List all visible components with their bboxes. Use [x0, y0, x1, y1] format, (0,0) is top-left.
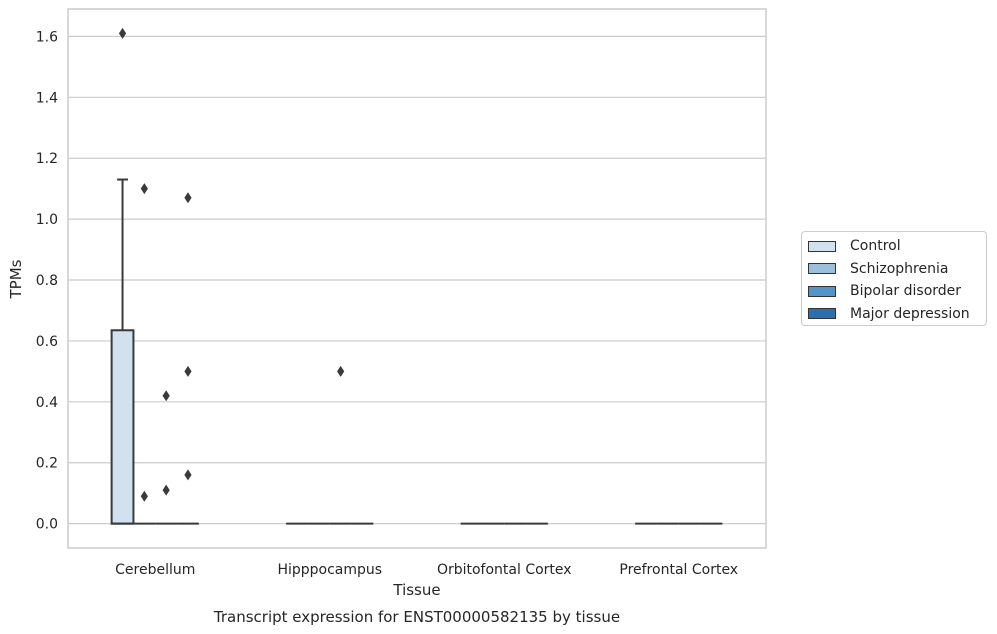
y-axis-label: TPMs: [7, 259, 25, 299]
outlier-point: [337, 365, 345, 377]
y-tick-label: 1.2: [36, 151, 58, 167]
outlier-point: [184, 469, 192, 481]
outlier-point: [184, 192, 192, 204]
box-series: [110, 27, 723, 525]
legend: Control Schizophrenia Bipolar disorder M…: [801, 231, 987, 326]
y-tick-label: 0.8: [36, 273, 58, 289]
chart-title: Transcript expression for ENST0000058213…: [213, 608, 620, 626]
y-axis-ticks: 0.0 0.2 0.4 0.6 0.8 1.0 1.2 1.4 1.6: [36, 29, 58, 532]
legend-swatch: [808, 285, 836, 297]
legend-label: Schizophrenia: [850, 260, 949, 277]
legend-swatch: [808, 263, 836, 275]
y-tick-label: 0.6: [36, 334, 58, 350]
outlier-point: [140, 183, 148, 195]
x-axis-label: Tissue: [392, 581, 440, 599]
legend-label: Bipolar disorder: [850, 283, 962, 300]
y-tick-label: 0.2: [36, 456, 58, 472]
y-tick-label: 1.0: [36, 212, 58, 228]
x-tick-label: Cerebellum: [115, 562, 195, 578]
outlier-point: [118, 27, 127, 39]
gridlines: [68, 35, 766, 525]
legend-swatch: [808, 308, 836, 320]
legend-item-control: Control: [808, 235, 986, 258]
y-tick-label: 1.4: [36, 90, 58, 106]
legend-item-bipolar-disorder: Bipolar disorder: [808, 280, 986, 303]
legend-item-schizophrenia: Schizophrenia: [808, 258, 986, 281]
box: [110, 329, 135, 525]
outlier-point: [140, 490, 148, 502]
legend-label: Major depression: [850, 305, 970, 322]
x-tick-label: Orbitofontal Cortex: [437, 562, 572, 578]
y-tick-label: 1.6: [36, 29, 58, 45]
x-axis-ticks: Cerebellum Hipppocampus Orbitofontal Corte…: [115, 562, 738, 578]
outlier-point: [162, 484, 170, 496]
legend-swatch: [808, 240, 836, 252]
y-tick-label: 0.0: [36, 517, 58, 533]
y-tick-label: 0.4: [36, 395, 58, 411]
legend-label: Control: [850, 238, 901, 255]
plot-frame: [67, 8, 767, 549]
legend-item-major-depression: Major depression: [808, 303, 986, 326]
outlier-point: [162, 390, 170, 402]
outlier-point: [184, 365, 192, 377]
x-tick-label: Prefrontal Cortex: [619, 562, 738, 578]
x-tick-label: Hipppocampus: [277, 562, 382, 578]
